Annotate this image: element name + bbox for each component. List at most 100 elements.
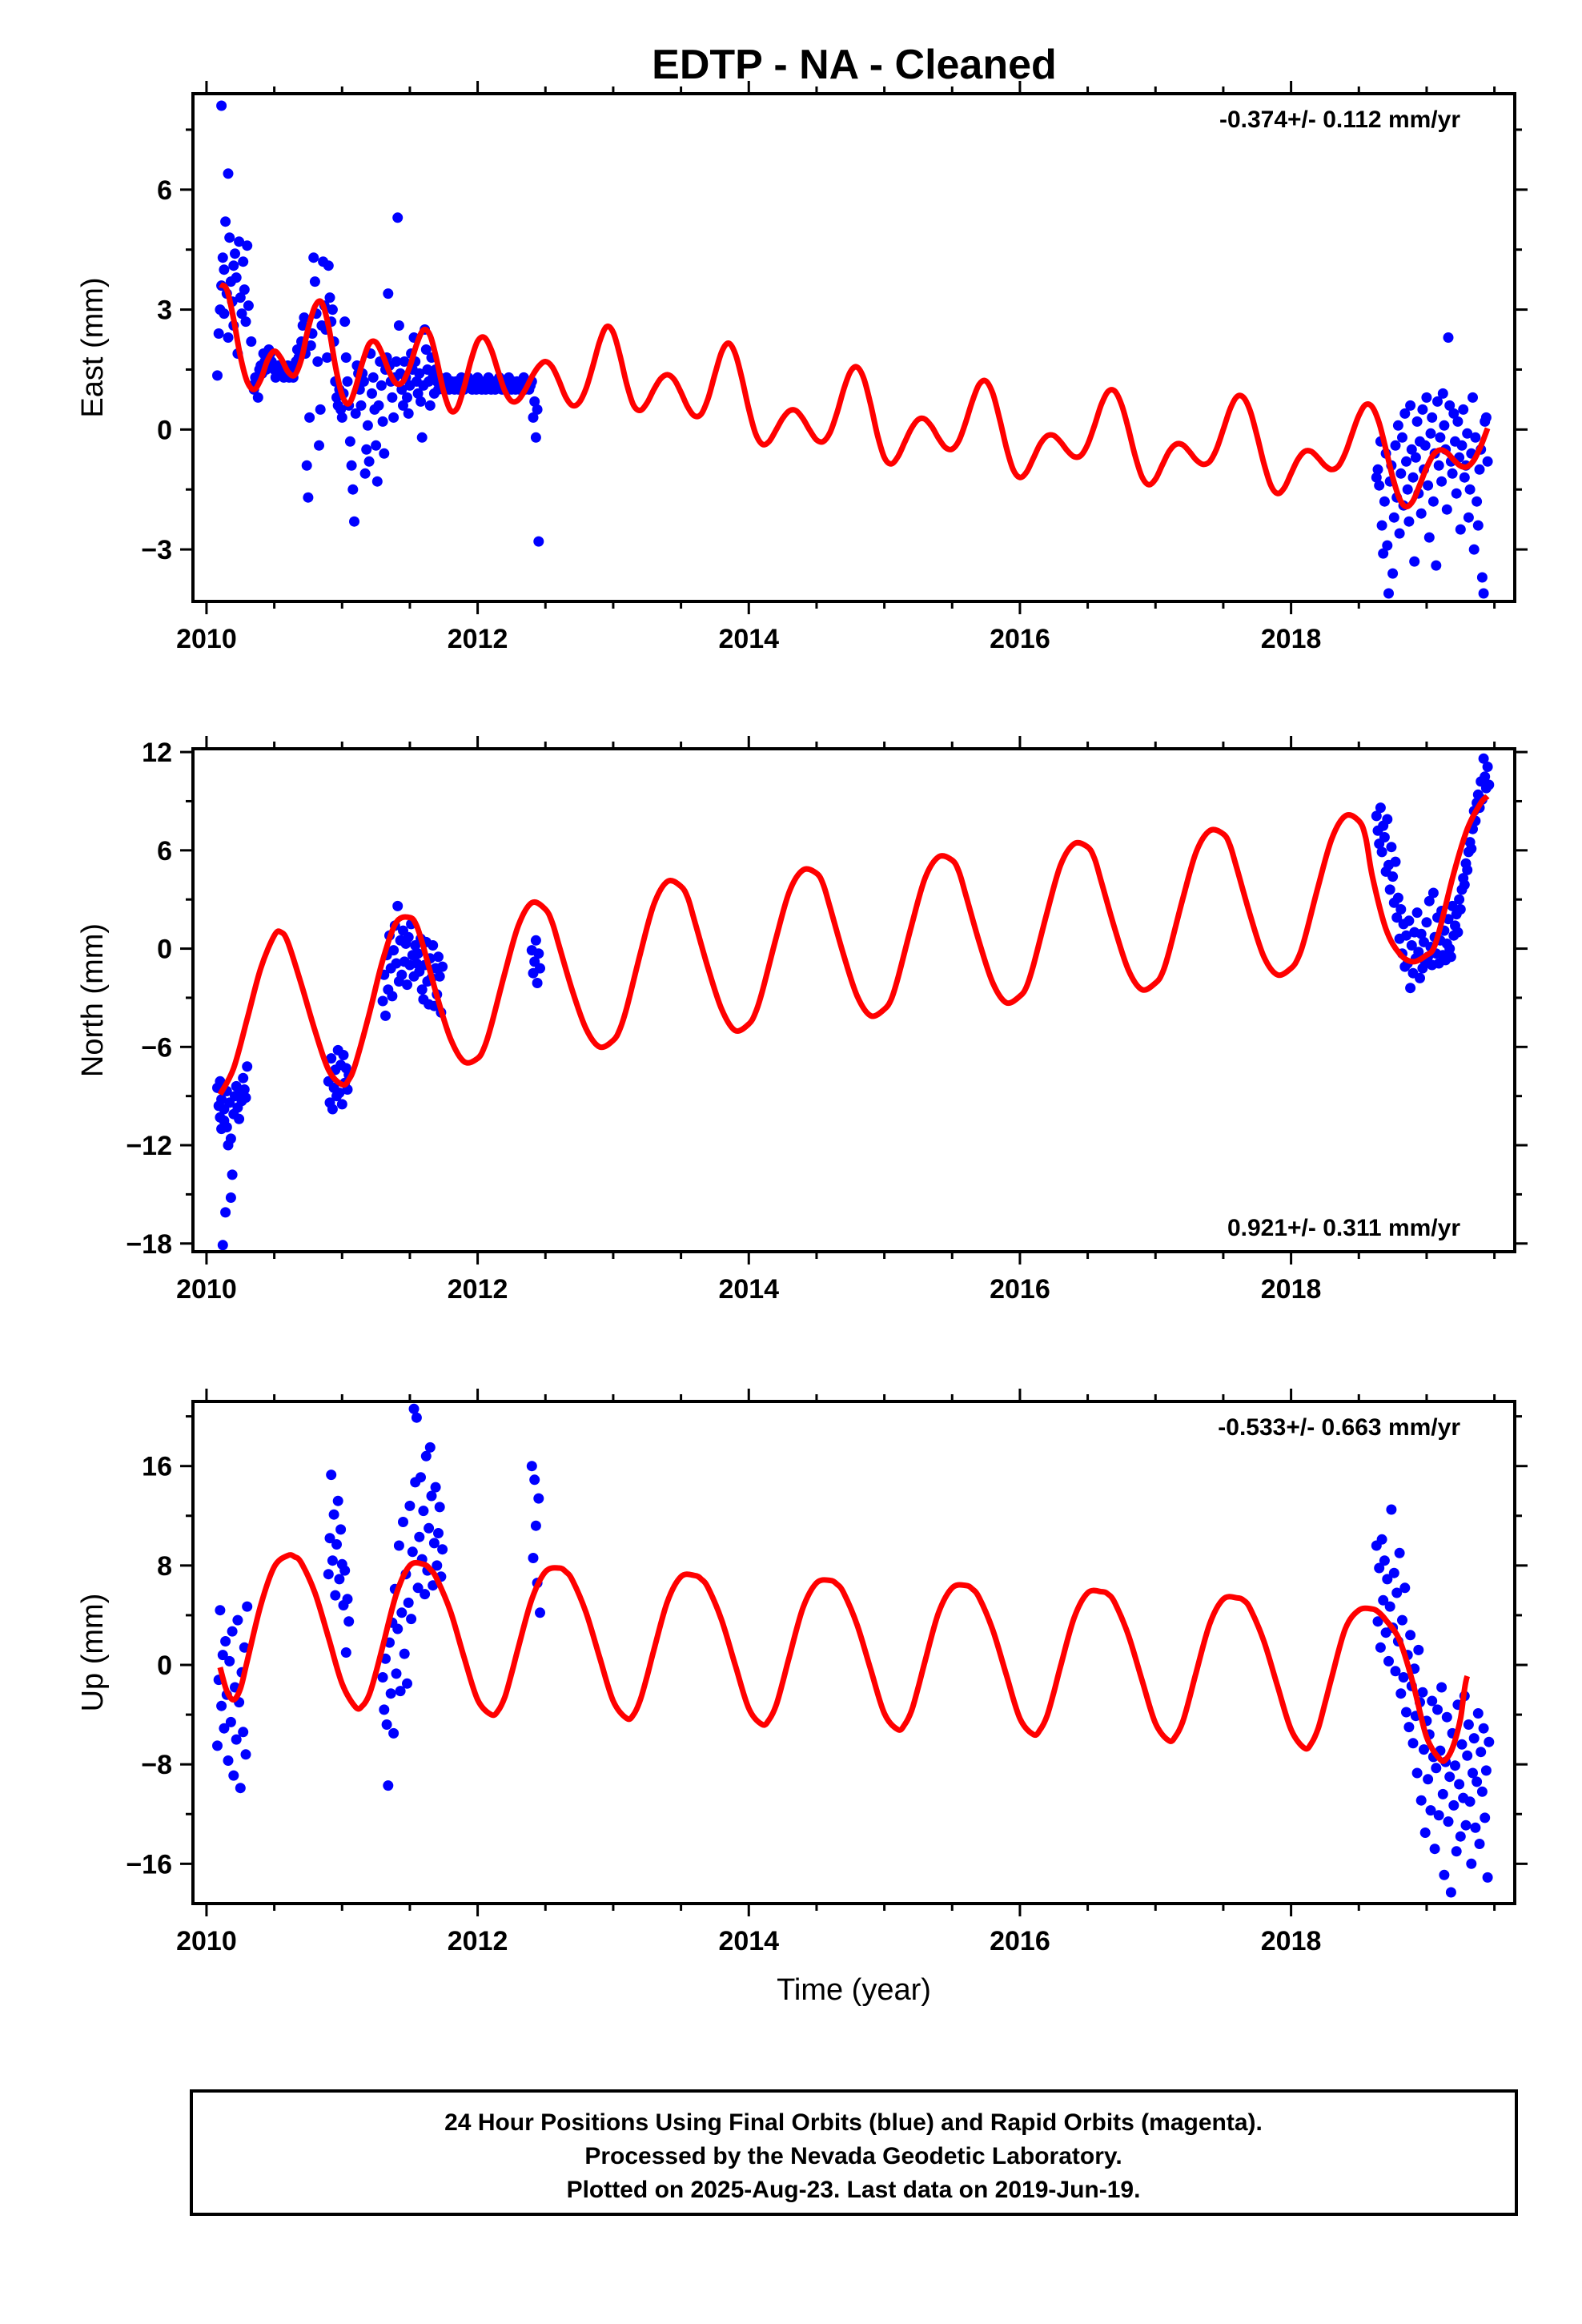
data-point (1439, 1869, 1450, 1880)
data-point (1427, 887, 1439, 899)
data-point (1427, 496, 1439, 507)
data-point (1391, 912, 1403, 923)
data-point (336, 1099, 347, 1110)
data-point (1415, 972, 1425, 983)
north-plot-frame (191, 747, 1516, 1253)
data-point (1425, 1805, 1436, 1816)
data-point (1480, 771, 1491, 782)
x-axis-label: Time (year) (777, 1973, 931, 2007)
data-point (1460, 1819, 1472, 1831)
footer-line-orbits: 24 Hour Positions Using Final Orbits (bl… (444, 2109, 1263, 2136)
data-point (1447, 900, 1458, 911)
data-point (1378, 548, 1389, 559)
data-point (530, 432, 541, 443)
data-point (231, 272, 242, 283)
data-point (388, 1727, 400, 1739)
data-point (1480, 412, 1492, 423)
data-point (529, 1474, 540, 1486)
data-point (225, 1716, 236, 1727)
data-point (323, 260, 334, 271)
data-point (1376, 846, 1387, 858)
data-point (1476, 1747, 1487, 1758)
data-point (1388, 1567, 1399, 1578)
data-point (1441, 1711, 1452, 1723)
x-tick-label: 2016 (990, 1926, 1050, 1956)
data-point (219, 264, 230, 275)
data-point (381, 1719, 392, 1730)
x-tick-label: 2018 (1261, 624, 1322, 654)
y-tick-label: −18 (126, 1229, 172, 1260)
y-tick-label: 0 (157, 415, 172, 445)
y-tick-label: 0 (157, 1651, 172, 1681)
data-point (242, 240, 253, 251)
data-point (1388, 512, 1399, 523)
y-tick-label: −3 (141, 535, 172, 565)
data-point (1395, 904, 1407, 915)
x-tick-label: 2012 (448, 624, 508, 654)
data-point (363, 456, 375, 467)
data-point (1472, 520, 1484, 531)
data-point (1450, 1760, 1460, 1771)
data-point (332, 1495, 343, 1506)
data-point (240, 316, 251, 328)
data-point (1392, 420, 1403, 431)
x-tick-label: 2016 (990, 624, 1050, 654)
north-rate-label: 0.921+/- 0.311 mm/yr (1227, 1215, 1460, 1241)
data-point (1464, 1796, 1476, 1807)
data-point (1427, 1695, 1438, 1707)
up-y-axis-label: Up (mm) (76, 1594, 110, 1712)
data-point (1455, 1831, 1466, 1842)
data-point (344, 436, 355, 447)
y-tick-label: 12 (142, 738, 172, 768)
data-point (350, 408, 361, 419)
data-point (305, 340, 316, 351)
data-point (1384, 1601, 1395, 1612)
data-point (224, 232, 235, 243)
y-tick-label: 3 (157, 296, 172, 326)
data-point (1410, 452, 1421, 463)
data-point (326, 1470, 337, 1481)
data-point (252, 392, 263, 403)
data-point (299, 312, 310, 324)
data-point (529, 396, 540, 407)
data-point (407, 1546, 418, 1558)
data-point (367, 372, 379, 383)
data-point (402, 1678, 412, 1689)
data-point (424, 1441, 436, 1453)
data-point (1427, 412, 1438, 423)
data-point (399, 1648, 410, 1659)
data-point (220, 1207, 231, 1218)
data-point (1431, 1763, 1442, 1774)
x-tick-label: 2018 (1261, 1274, 1322, 1305)
data-point (418, 1506, 429, 1517)
data-point (217, 1240, 228, 1251)
data-point (533, 536, 544, 547)
data-point (1448, 408, 1460, 419)
data-point (414, 1531, 425, 1542)
data-point (1374, 480, 1385, 491)
data-point (393, 1540, 404, 1551)
data-point (1472, 1708, 1484, 1719)
data-point (228, 1770, 239, 1781)
data-point (327, 304, 338, 316)
data-point (1386, 842, 1397, 853)
east-plot-frame (191, 92, 1516, 603)
data-point (1452, 416, 1464, 427)
data-point (336, 412, 347, 423)
footer-line-processed: Processed by the Nevada Geodetic Laborat… (584, 2143, 1122, 2169)
data-point (1375, 1642, 1386, 1653)
data-point (1472, 496, 1483, 507)
data-point (314, 440, 324, 451)
data-point (430, 1482, 441, 1493)
data-point (414, 368, 425, 379)
data-point (392, 212, 404, 223)
data-point (377, 1672, 388, 1683)
data-point (1382, 814, 1393, 825)
data-point (396, 969, 408, 980)
data-point (1444, 1771, 1456, 1783)
data-point (1423, 1774, 1434, 1785)
data-point (225, 1133, 236, 1144)
data-point (1398, 1672, 1409, 1683)
data-point (1468, 1767, 1478, 1779)
data-point (1466, 843, 1477, 854)
